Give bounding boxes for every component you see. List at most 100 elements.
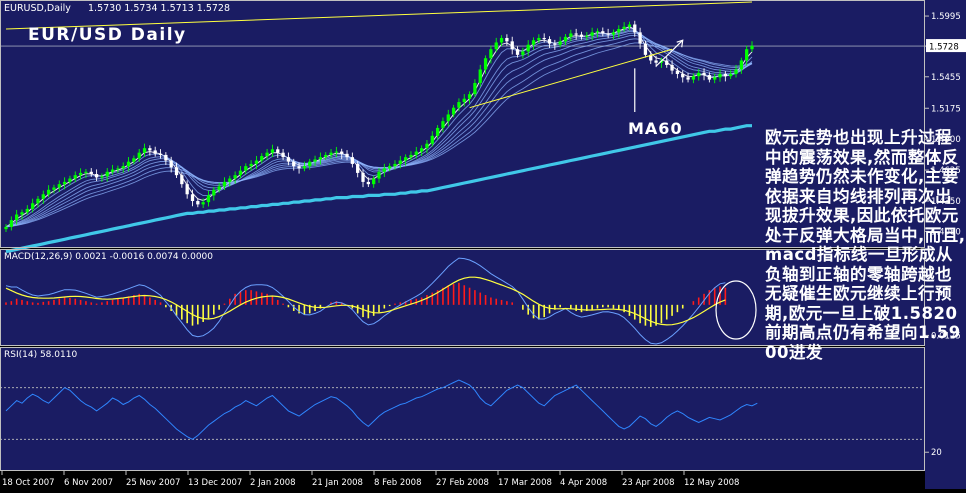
candle-body [46, 189, 51, 195]
candle-body [542, 37, 546, 40]
candle-body [510, 41, 514, 50]
candle-body [697, 72, 701, 77]
candle-body [649, 54, 653, 61]
candle-body [462, 98, 466, 103]
date-tick-label: 6 Nov 2007 [64, 478, 113, 488]
macd-signal-line [5, 276, 726, 326]
candle-body [62, 181, 67, 185]
candle-body [132, 158, 136, 162]
forecast-arrowhead [676, 39, 684, 48]
chart-big-title: EUR/USD Daily [28, 25, 187, 45]
candle-body [350, 157, 354, 164]
candle-body [142, 148, 147, 153]
candle-body [531, 40, 536, 45]
candle-body [707, 75, 712, 80]
candle-body [467, 94, 472, 99]
rsi-panel-border [0, 347, 925, 471]
trendline [469, 48, 673, 109]
candle-body [302, 166, 307, 169]
candle-body [25, 208, 29, 213]
candle-body [574, 33, 578, 35]
candle-body [718, 73, 722, 78]
candle-body [750, 45, 754, 50]
candle-body [206, 195, 211, 203]
candle-body [36, 198, 40, 204]
candle-body [430, 135, 434, 144]
candle-body [244, 166, 248, 171]
candle-body [654, 60, 658, 63]
candle-body [73, 175, 77, 179]
candle-body [585, 35, 589, 37]
candle-body [9, 220, 13, 227]
candle-body [105, 171, 109, 177]
candle-body [393, 163, 397, 167]
candle-body [238, 170, 243, 176]
candle-body [84, 171, 88, 173]
candle-body [643, 43, 648, 55]
candle-body [489, 49, 493, 59]
candle-body [537, 37, 541, 41]
candle-body [190, 194, 195, 202]
candle-body [451, 107, 456, 115]
candle-body [158, 153, 163, 155]
candle-body [276, 149, 280, 153]
candle-body [414, 151, 418, 155]
rsi-panel [0, 347, 925, 471]
candle-body [340, 151, 344, 154]
candle-body [334, 151, 339, 153]
candle-body [409, 154, 413, 158]
macd-tick-label: 0.0125 [931, 331, 961, 341]
candle-body [52, 187, 56, 190]
candle-body [627, 24, 632, 27]
candle-body [478, 69, 482, 83]
candle-body [15, 214, 19, 221]
candle-body [217, 186, 221, 190]
candle-body [148, 148, 152, 151]
macd-line [5, 257, 726, 345]
date-tick-label: 4 Apr 2008 [560, 478, 607, 488]
candle-body [116, 168, 120, 170]
candle-body [633, 24, 637, 33]
trendline [5, 1, 753, 30]
candle-body [366, 181, 370, 185]
commentary-text: 欧元走势也出现上升过程中的震荡效果,然而整体反弹趋势仍然未作变化,主要依据来自均… [765, 128, 966, 362]
candle-body [611, 32, 616, 35]
candle-body [441, 121, 445, 128]
candle-body [579, 34, 584, 37]
candle-body [681, 73, 685, 78]
candle-body [675, 70, 680, 74]
candle-body [372, 178, 376, 185]
price-axis [925, 0, 966, 489]
candle-body [691, 76, 696, 80]
candle-body [254, 160, 259, 164]
candle-body [121, 166, 125, 169]
candle-body [483, 58, 488, 70]
moving-average-line [5, 42, 753, 228]
candle-body [702, 72, 706, 76]
candle-body [249, 163, 253, 167]
candle-body [126, 161, 131, 167]
candle-body [260, 156, 264, 161]
candle-body [185, 184, 189, 195]
candle-body [41, 194, 45, 199]
candle-body [473, 82, 477, 95]
rsi-title: RSI(14) 58.0110 [4, 350, 77, 360]
date-tick-label: 12 May 2008 [684, 478, 739, 488]
candle-body [100, 176, 104, 178]
candle-body [606, 33, 610, 35]
price-y-ticks: 1.5995 1.5728 1.5455 1.5175 1.4900 1.4625 1.43… [0, 12, 966, 237]
date-tick-label: 23 Apr 2008 [622, 478, 675, 488]
candle-body [89, 171, 93, 175]
candle-body [233, 175, 237, 179]
candle-body [377, 171, 381, 179]
candle-body [94, 174, 99, 178]
candle-body [547, 39, 552, 44]
candle-body [318, 157, 323, 160]
candle-body [228, 178, 232, 182]
macd-title: MACD(12,26,9) 0.0021 -0.0016 0.0074 0.00… [4, 252, 213, 262]
rsi-series: 20 [0, 379, 942, 458]
candle-body [222, 181, 227, 187]
candle-body [665, 60, 669, 65]
candle-body [734, 69, 738, 74]
